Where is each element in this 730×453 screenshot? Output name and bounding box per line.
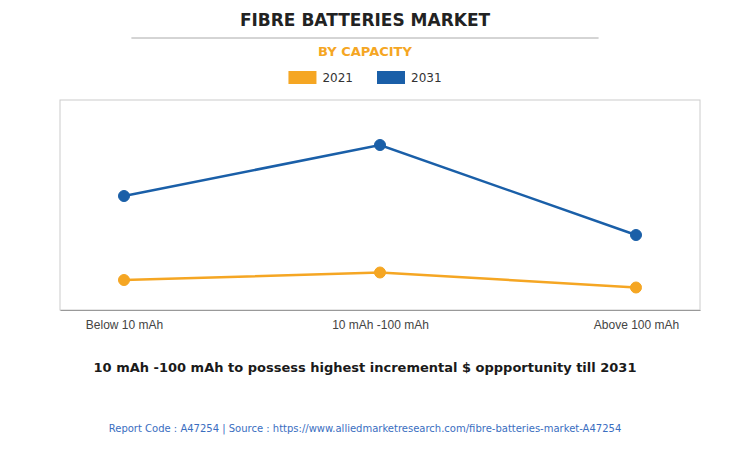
series-point: [119, 191, 130, 202]
x-tick: 10 mAh -100 mAh: [332, 318, 429, 332]
legend-swatch: [377, 71, 405, 84]
x-axis: Below 10 mAh 10 mAh -100 mAh Above 100 mAh: [61, 311, 701, 332]
marks: [119, 140, 642, 294]
legend: 2021 2031: [288, 71, 441, 85]
x-axis-line: [61, 310, 701, 311]
footer: Report Code : A47254 | Source : https://…: [109, 423, 622, 435]
series-point: [375, 267, 386, 278]
legend-label: 2021: [322, 71, 353, 85]
x-tick: Below 10 mAh: [86, 318, 163, 332]
plot-frame: [60, 100, 700, 310]
annotation: 10 mAh -100 mAh to possess highest incre…: [94, 360, 637, 375]
title-rule: [131, 38, 598, 39]
title: FIBRE BATTERIES MARKET: [240, 10, 491, 30]
series-point: [119, 275, 130, 286]
subtitle: BY CAPACITY: [318, 44, 412, 59]
series-point: [375, 140, 386, 151]
series-point: [631, 282, 642, 293]
legend-swatch: [288, 71, 316, 84]
x-tick: Above 100 mAh: [594, 318, 679, 332]
chart: FIBRE BATTERIES MARKET BY CAPACITY 2021 203…: [0, 0, 730, 453]
x-tick-label: 10 mAh -100 mAh: [332, 318, 429, 332]
legend-label: 2031: [411, 71, 442, 85]
x-tick-label: Above 100 mAh: [594, 318, 679, 332]
legend-item: 2031: [377, 71, 442, 85]
series-point: [631, 230, 642, 241]
x-tick-label: Below 10 mAh: [86, 318, 163, 332]
legend-item: 2021: [288, 71, 353, 85]
series-line: [124, 145, 636, 235]
